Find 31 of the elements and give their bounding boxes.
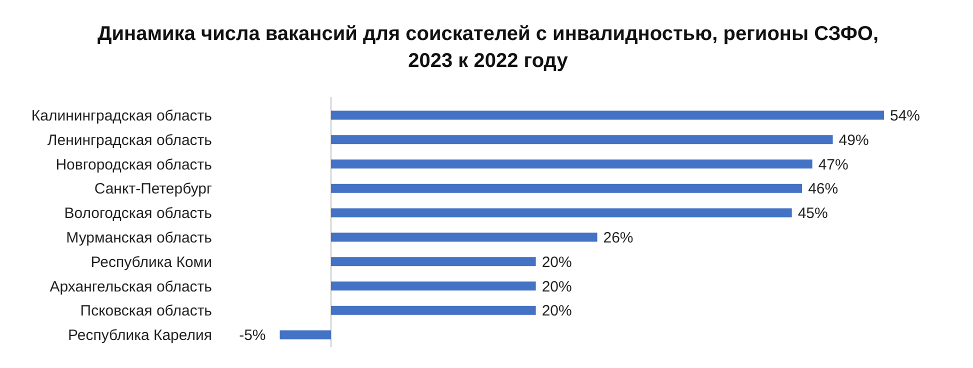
y-tick-label: Санкт-Петербург (94, 180, 213, 198)
bar (331, 110, 884, 120)
chart-title: Динамика числа вакансий для соискателей с инвалидностью, регионы СЗФО, 2023 к 2022 году (97, 23, 879, 72)
data-label: 26% (603, 229, 634, 246)
bar (280, 330, 331, 340)
bar (331, 160, 812, 168)
data-label: 49% (838, 132, 869, 149)
data-label: 20% (542, 278, 572, 296)
bar (331, 232, 598, 242)
y-tick-label: Вологодская область (64, 205, 212, 222)
data-label: -5% (239, 327, 266, 344)
data-label: 20% (542, 254, 572, 271)
data-label: 20% (542, 302, 572, 320)
data-label: 54% (890, 107, 920, 124)
y-tick-label: Калининградская область (31, 107, 212, 124)
y-tick-label: Псковская область (80, 302, 212, 320)
y-tick-label: Ленинградская область (47, 132, 212, 149)
data-label: 45% (798, 205, 828, 222)
y-tick-label: Республика Коми (90, 254, 212, 271)
data-label: 46% (808, 180, 838, 198)
y-tick-label: Новгородская область (56, 156, 212, 174)
bar (331, 135, 833, 144)
data-label: 47% (818, 156, 848, 174)
bar (331, 257, 536, 266)
y-tick-label: Республика Карелия (68, 327, 212, 344)
bar (331, 208, 792, 218)
bar (331, 282, 536, 290)
bar (331, 306, 536, 315)
y-tick-label: Архангельская область (50, 278, 212, 296)
y-tick-label: Мурманская область (66, 229, 212, 246)
bar (331, 184, 802, 193)
